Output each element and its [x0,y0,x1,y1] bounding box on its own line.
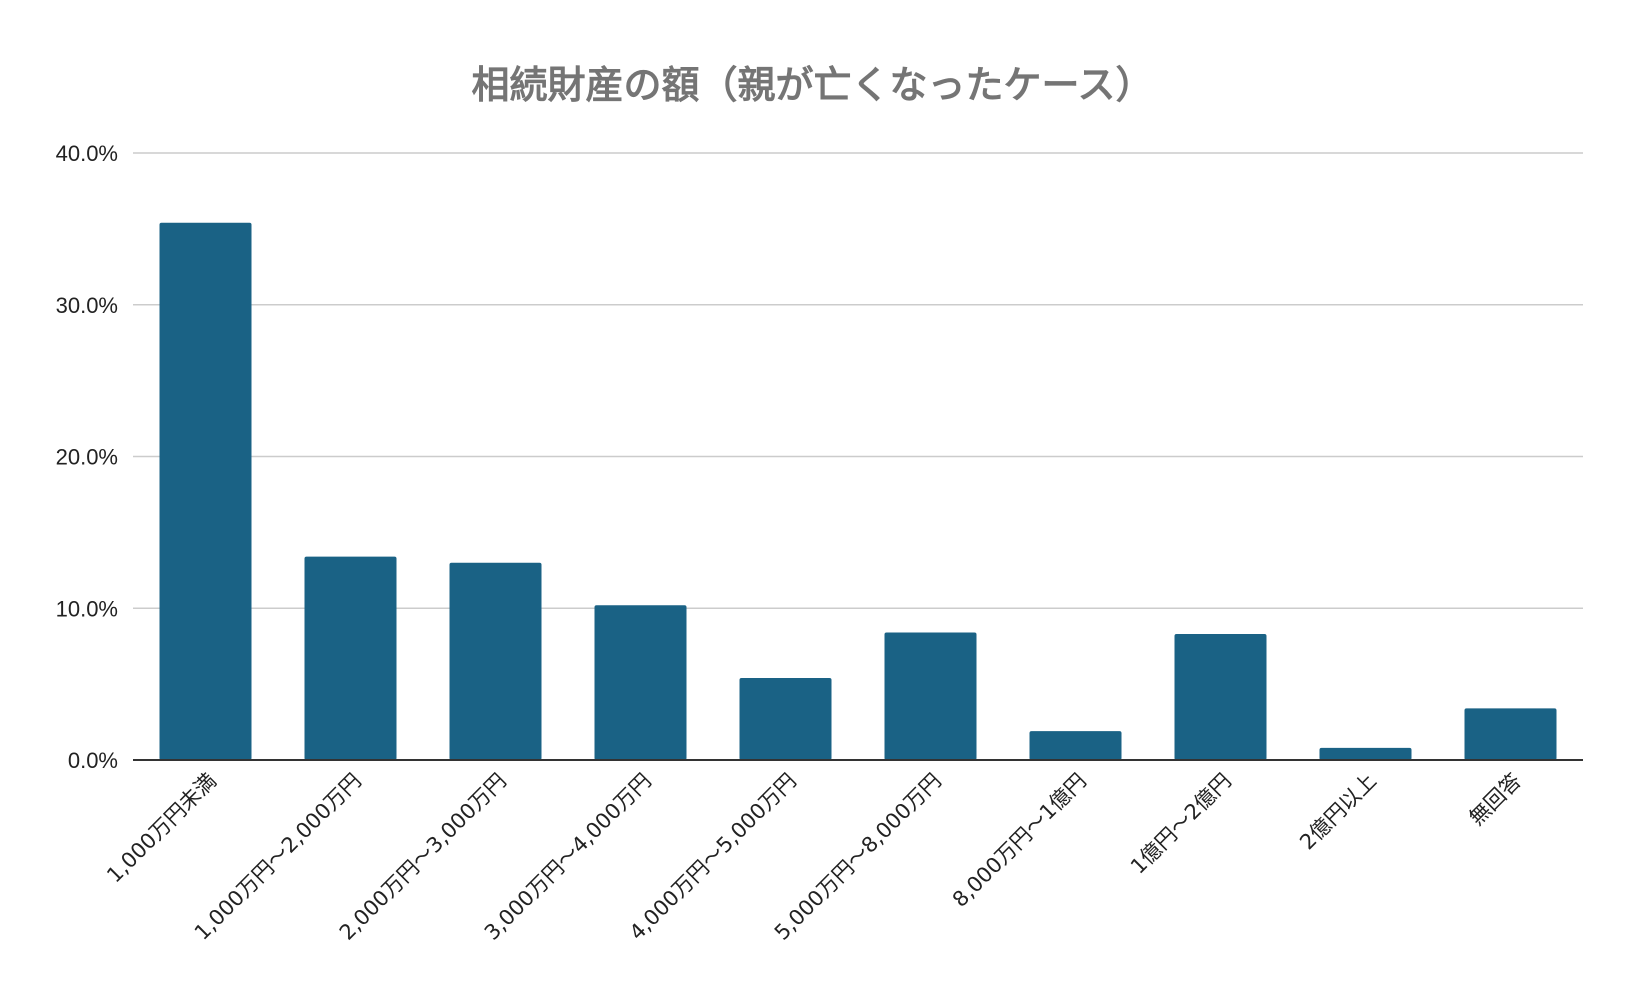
y-tick-label: 20.0% [56,445,118,470]
x-tick-label: 1,000万円～2,000万円 [190,769,366,945]
bar [884,632,977,760]
x-tick-label: 2,000万円～3,000万円 [335,769,511,945]
bar [449,562,542,760]
bar [739,678,832,760]
bars [159,222,1557,760]
x-tick-label: 4,000万円～5,000万円 [625,769,801,945]
y-tick-label: 30.0% [56,293,118,318]
bar [1464,708,1557,760]
bar [159,222,252,760]
y-tick-label: 40.0% [56,141,118,166]
x-tick-label: 無回答 [1465,769,1527,831]
x-tick-label: 1億円～2億円 [1126,769,1236,879]
bar [1174,634,1267,760]
bar [1319,747,1412,760]
bar [594,605,687,760]
y-tick-label: 10.0% [56,596,118,621]
bar [304,556,397,760]
x-tick-label: 2億円以上 [1295,769,1381,855]
x-axis-labels: 1,000万円未満1,000万円～2,000万円2,000万円～3,000万円3… [102,769,1526,945]
x-tick-label: 3,000万円～4,000万円 [480,769,656,945]
x-tick-label: 1,000万円未満 [102,769,221,888]
y-axis-ticks: 0.0% 10.0% 20.0% 30.0% 40.0% [56,141,118,773]
y-tick-label: 0.0% [68,748,118,773]
gridlines [133,152,1583,609]
bar [1029,731,1122,760]
x-tick-label: 8,000万円～1億円 [948,769,1091,912]
chart-title: 相続財産の額（親が亡くなったケース） [471,63,1154,107]
x-tick-label: 5,000万円～8,000万円 [770,769,946,945]
